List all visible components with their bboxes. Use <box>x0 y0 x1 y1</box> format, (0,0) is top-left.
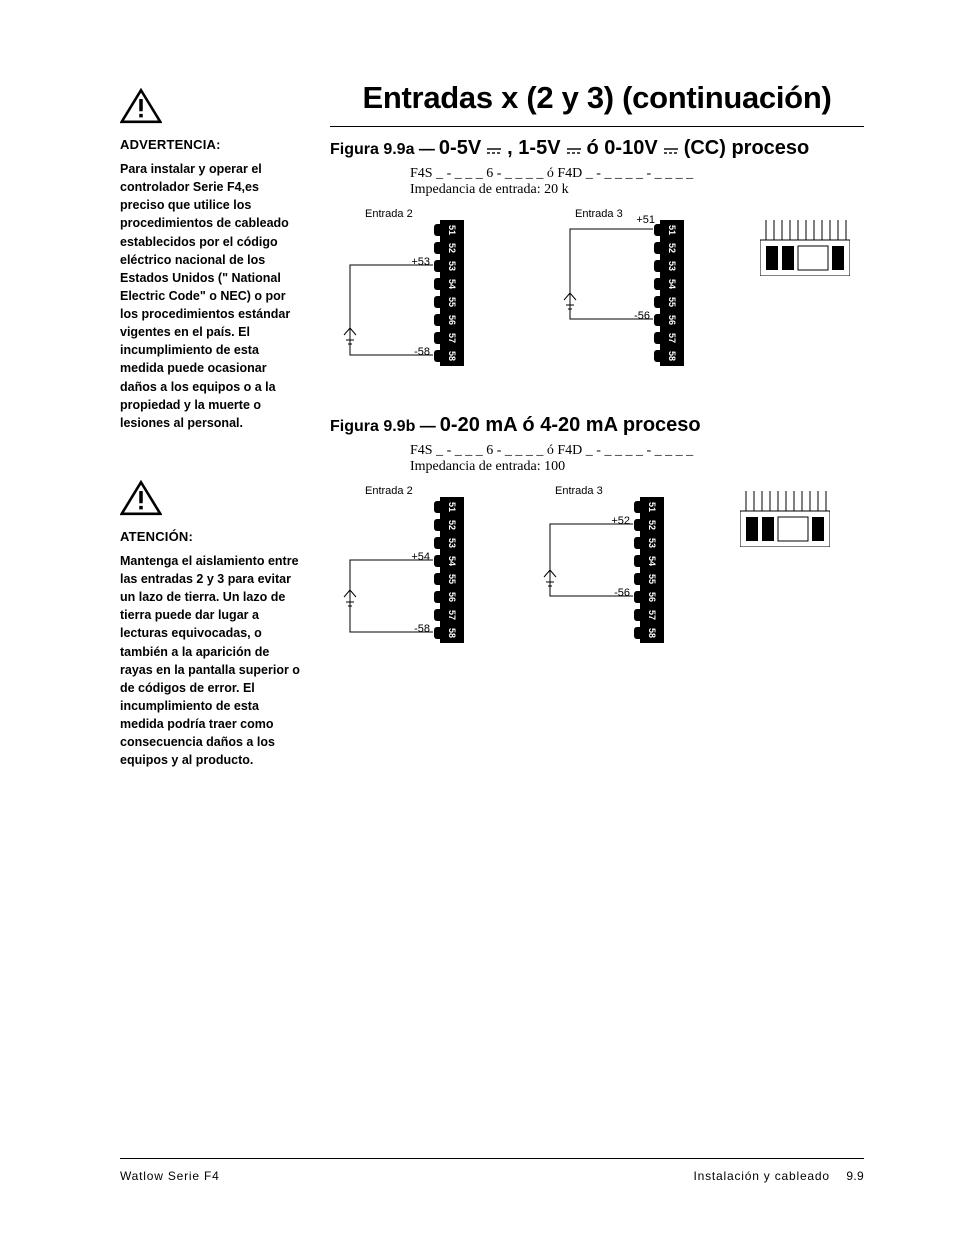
terminal: 52 <box>441 516 463 534</box>
figure-a-heading: Figura 9.9a — 0-5V , 1-5V ó 0-10V (CC) p… <box>330 137 864 160</box>
fig-a-model: F4S _ - _ _ _ 6 - _ _ _ _ ó F4D _ - _ _ … <box>410 166 864 182</box>
terminal: 53 <box>641 534 663 552</box>
terminal-strip: 51 52 53 54 55 56 57 58 <box>660 220 684 366</box>
footer-left: Watlow Serie F4 <box>120 1169 220 1183</box>
warning-body: Para instalar y operar el controlador Se… <box>120 160 300 432</box>
fig-b-seg1: 0-20 mA ó 4-20 mA proceso <box>440 414 701 437</box>
terminal: 57 <box>661 329 683 347</box>
entry3-label: Entrada 3 <box>555 485 603 497</box>
fig-a-seg2: , 1-5V <box>507 137 560 160</box>
terminal: 56 <box>441 311 463 329</box>
figure-b-heading: Figura 9.9b — 0-20 mA ó 4-20 mA proceso <box>330 414 864 437</box>
terminal: 53 <box>441 534 463 552</box>
figure-a-diagram: Entrada 2 51 52 53 54 55 56 57 58 +53 <box>330 208 864 388</box>
terminal-strip: 51 52 53 54 55 56 57 58 <box>640 497 664 643</box>
terminal: 55 <box>661 293 683 311</box>
figure-b-diagram: Entrada 2 51 52 53 54 55 56 57 58 <box>330 485 864 665</box>
wire-minus-label: -56 <box>590 587 630 599</box>
terminal-strip: 51 52 53 54 55 56 57 58 <box>440 220 464 366</box>
terminal: 57 <box>441 606 463 624</box>
terminal: 51 <box>641 498 663 516</box>
fig-a-seg3: ó 0-10V <box>587 137 658 160</box>
fig-b-prefix: Figura 9.9b — <box>330 418 436 436</box>
wire-plus-label: +51 <box>615 214 655 226</box>
wire-minus-label: -58 <box>390 346 430 358</box>
main-content: Entradas x (2 y 3) (continuación) Figura… <box>330 80 864 769</box>
terminal: 55 <box>641 570 663 588</box>
chip-icon <box>760 220 850 276</box>
wire-plus-label: +53 <box>390 256 430 268</box>
terminal: 56 <box>661 311 683 329</box>
terminal: 52 <box>661 239 683 257</box>
terminal: 55 <box>441 570 463 588</box>
terminal: 58 <box>441 347 463 365</box>
terminal-strip: 51 52 53 54 55 56 57 58 <box>440 497 464 643</box>
page-footer: Watlow Serie F4 Instalación y cableado 9… <box>120 1158 864 1183</box>
footer-right-label: Instalación y cableado <box>694 1169 830 1183</box>
terminal: 51 <box>661 221 683 239</box>
terminal: 54 <box>441 275 463 293</box>
terminal: 56 <box>641 588 663 606</box>
warning-triangle-icon <box>120 88 300 129</box>
chip-icon <box>740 491 830 547</box>
fig-b-impedance: Impedancia de entrada: 100 <box>410 459 864 475</box>
fig-a-seg4: (CC) proceso <box>684 137 810 160</box>
terminal: 53 <box>441 257 463 275</box>
dc-symbol-icon <box>567 143 581 161</box>
terminal: 55 <box>441 293 463 311</box>
dc-symbol-icon <box>487 143 501 161</box>
warning-heading: ADVERTENCIA: <box>120 137 300 152</box>
sidebar: ADVERTENCIA: Para instalar y operar el c… <box>120 80 300 769</box>
terminal: 58 <box>641 624 663 642</box>
terminal: 52 <box>641 516 663 534</box>
terminal: 57 <box>441 329 463 347</box>
terminal: 51 <box>441 221 463 239</box>
fig-b-model: F4S _ - _ _ _ 6 - _ _ _ _ ó F4D _ - _ _ … <box>410 443 864 459</box>
terminal: 53 <box>661 257 683 275</box>
caution-body: Mantenga el aislamiento entre las entrad… <box>120 552 300 770</box>
wire-minus-label: -58 <box>390 623 430 635</box>
fig-a-prefix: Figura 9.9a — <box>330 141 435 159</box>
fig-a-impedance: Impedancia de entrada: 20 k <box>410 182 864 198</box>
terminal: 52 <box>441 239 463 257</box>
wire-plus-label: +54 <box>390 551 430 563</box>
dc-symbol-icon <box>664 143 678 161</box>
wiring-entry3 <box>550 220 660 370</box>
terminal: 58 <box>441 624 463 642</box>
caution-triangle-icon <box>120 480 300 521</box>
terminal: 56 <box>441 588 463 606</box>
caution-heading: ATENCIÓN: <box>120 529 300 544</box>
entry2-label: Entrada 2 <box>365 485 413 497</box>
terminal: 58 <box>661 347 683 365</box>
title-rule <box>330 126 864 127</box>
page-title: Entradas x (2 y 3) (continuación) <box>330 80 864 116</box>
terminal: 54 <box>641 552 663 570</box>
terminal: 54 <box>661 275 683 293</box>
terminal: 54 <box>441 552 463 570</box>
wire-minus-label: -56 <box>610 310 650 322</box>
terminal: 57 <box>641 606 663 624</box>
wire-plus-label: +52 <box>590 515 630 527</box>
terminal: 51 <box>441 498 463 516</box>
footer-page-number: 9.9 <box>846 1169 864 1183</box>
fig-a-seg1: 0-5V <box>439 137 481 160</box>
entry2-label: Entrada 2 <box>365 208 413 220</box>
